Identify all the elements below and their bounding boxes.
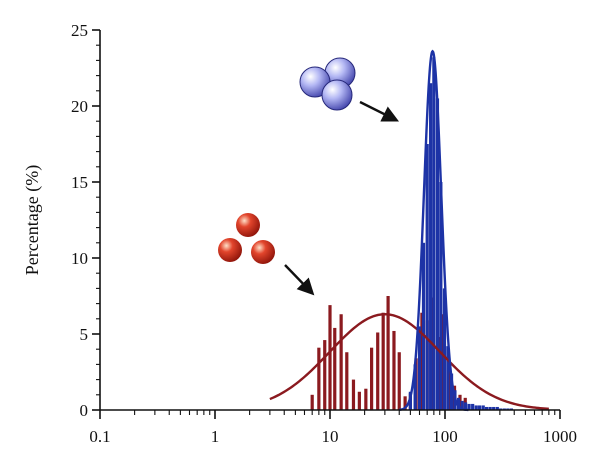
histogram-bar <box>370 347 374 410</box>
blue-particle-cluster <box>299 57 356 111</box>
histogram-bar <box>364 388 368 410</box>
fit-curve <box>269 313 549 411</box>
fit-curve <box>399 49 469 412</box>
histogram-bar <box>333 327 337 410</box>
x-tick-label: 10 <box>322 427 339 446</box>
histogram-bar <box>328 305 332 410</box>
axis-ticks <box>92 29 561 419</box>
histogram-bar <box>421 242 426 410</box>
x-tick-label: 1000 <box>543 427 577 446</box>
histogram-bar <box>442 288 447 410</box>
histogram-bar <box>495 406 499 410</box>
histogram-bar <box>376 332 380 410</box>
y-tick-label: 0 <box>80 401 89 420</box>
blue-particle <box>321 79 353 111</box>
histogram-bar <box>381 312 385 410</box>
y-tick-label: 5 <box>80 325 89 344</box>
red-particle-cluster <box>218 213 275 264</box>
x-tick-label: 100 <box>432 427 458 446</box>
histogram-bar <box>392 330 396 410</box>
y-tick-label: 10 <box>71 249 88 268</box>
histogram-bar <box>485 406 489 410</box>
histogram-bar <box>471 403 475 410</box>
histogram-bar <box>432 57 436 411</box>
histogram-bar <box>345 352 349 410</box>
histogram-bar <box>429 83 433 410</box>
red-particle <box>218 238 242 262</box>
histogram-bar <box>488 406 492 410</box>
histogram-bar <box>492 406 496 410</box>
histogram-bar <box>310 394 314 410</box>
histogram-bar <box>351 379 356 410</box>
histogram-bar <box>397 352 401 410</box>
y-tick-label: 15 <box>71 173 88 192</box>
histogram-bar <box>357 391 361 410</box>
histogram-bar <box>478 405 482 410</box>
red-particle <box>251 240 275 264</box>
fit-curves <box>269 49 549 412</box>
histogram-bar <box>474 405 478 410</box>
histogram-bar <box>439 182 443 410</box>
histogram-bar <box>481 405 485 410</box>
histogram-bar <box>463 402 468 410</box>
blue-pointer-arrow <box>359 100 400 122</box>
histogram-bar <box>386 296 390 410</box>
histogram-bar <box>446 346 450 410</box>
y-tick-label: 20 <box>71 97 88 116</box>
y-axis-title: Percentage (%) <box>22 165 43 275</box>
histogram-bar <box>317 347 321 410</box>
x-tick-label: 1 <box>211 427 220 446</box>
histogram-bar <box>339 314 343 410</box>
histogram-bar <box>460 400 464 410</box>
red-particle <box>236 213 260 237</box>
x-tick-label: 0.1 <box>89 427 110 446</box>
histogram-bar <box>467 403 471 410</box>
histogram-bar <box>425 144 429 410</box>
histogram-bar <box>403 396 407 410</box>
histogram-bar <box>435 98 440 411</box>
histogram-bar <box>413 364 417 410</box>
y-tick-label: 25 <box>71 21 88 40</box>
red-pointer-arrow <box>284 264 315 296</box>
tick-labels: 0.1 1 10 100 1000 0 5 10 15 20 25 <box>71 21 577 446</box>
histogram-bar <box>323 340 327 410</box>
histogram-bar <box>449 373 454 410</box>
histogram-bars <box>310 57 514 411</box>
histogram-bar <box>417 326 422 410</box>
